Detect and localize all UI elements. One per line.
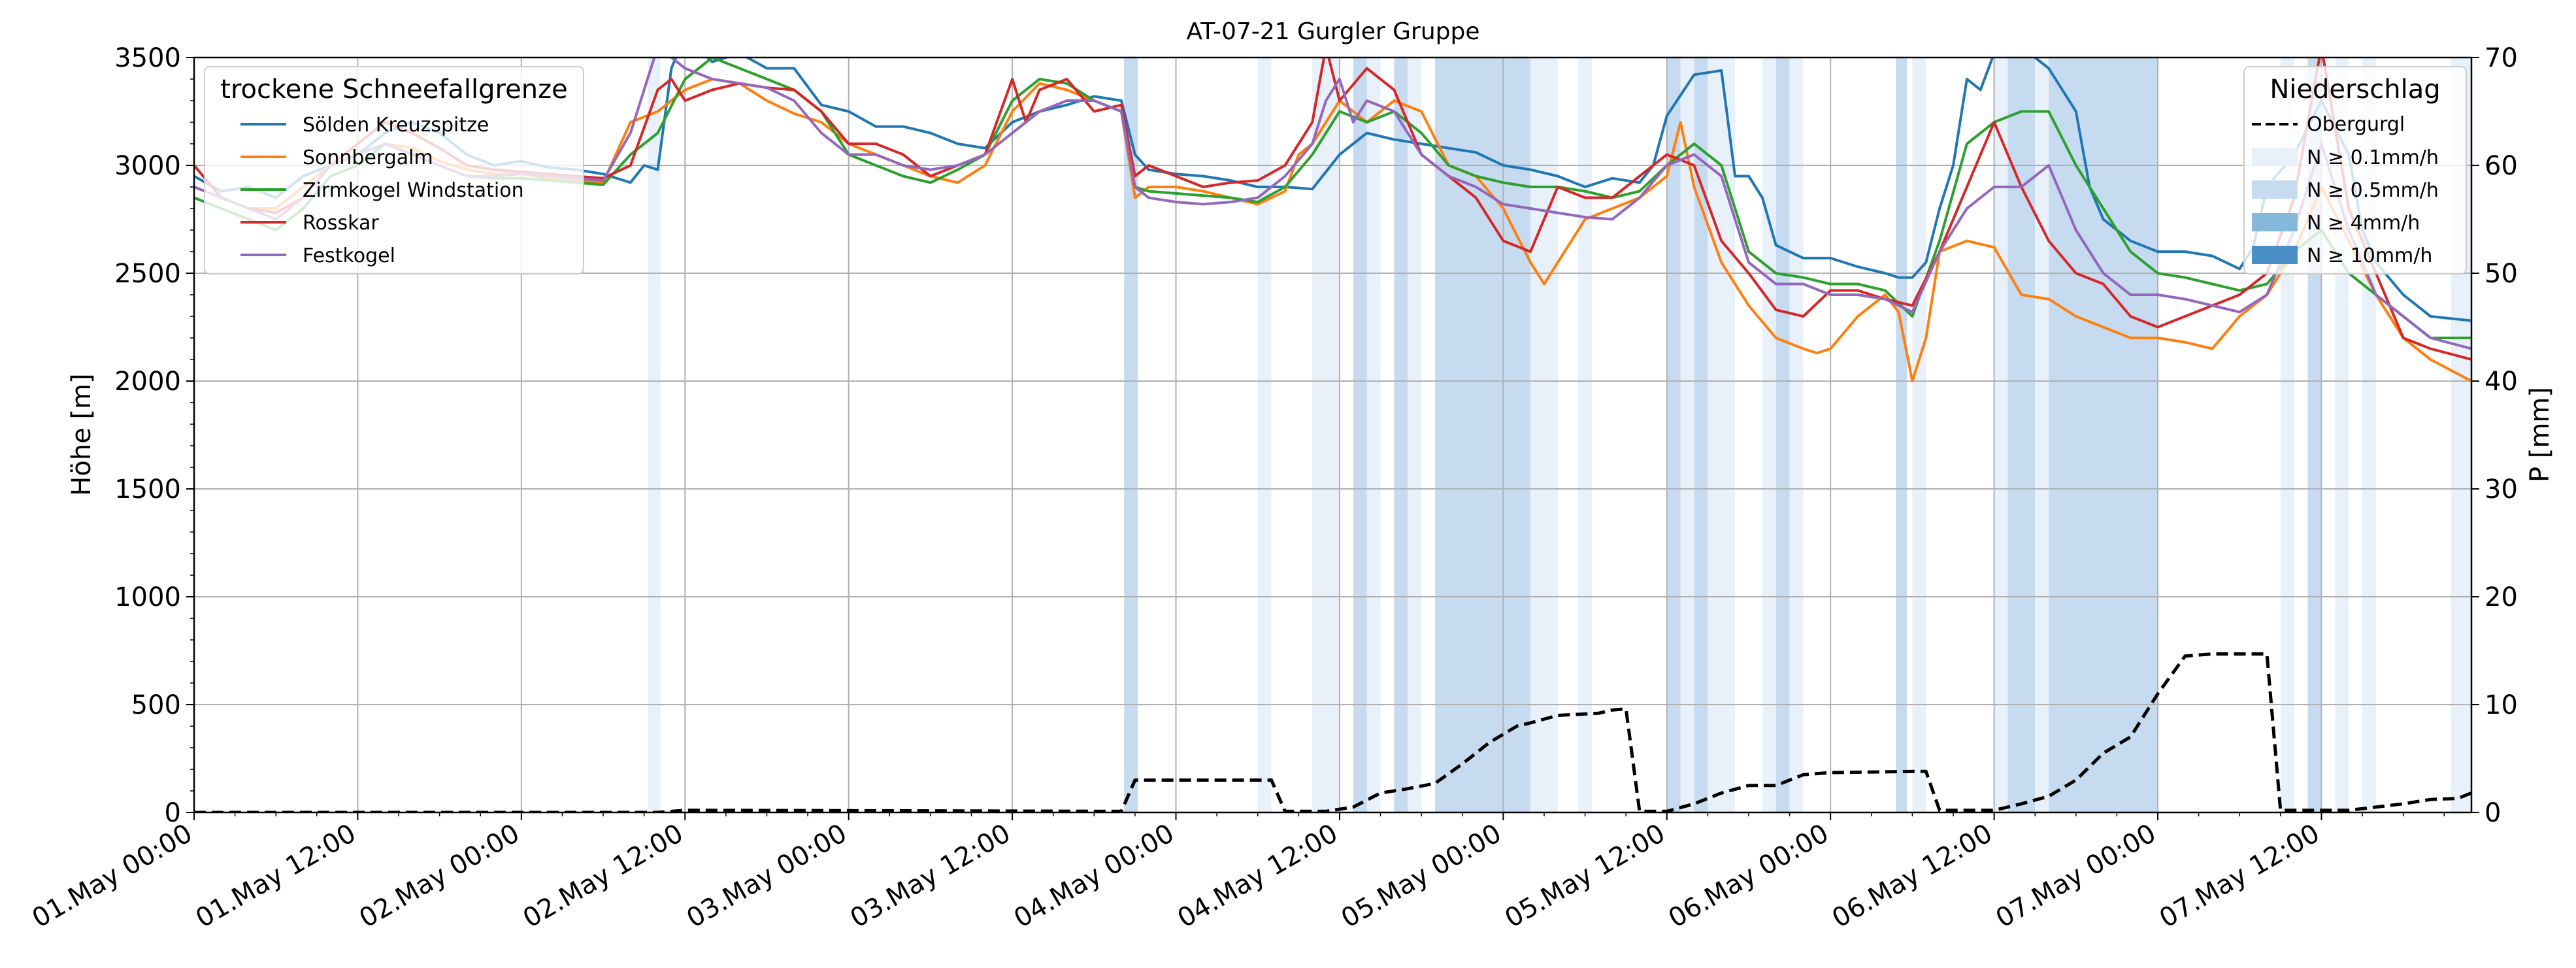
legend-left-box [204,66,584,275]
precip-band [1775,58,1790,812]
precip-band [1408,58,1422,812]
precip-band [1578,58,1592,812]
y2-tick-label: 70 [2485,43,2518,73]
series-line-3 [194,58,2471,361]
y2-tick-label: 10 [2485,690,2518,720]
series-line-0 [194,58,2471,322]
legend-label-0: Sölden Kreuzspitze [303,114,489,137]
legend-precip-line-label: Obergurgl [2307,113,2405,136]
precip-band [1789,58,1804,812]
y2-tick-label: 30 [2485,475,2518,505]
legend-right: Niederschlag Obergurgl N ≥ 0.1mm/hN ≥ 0.… [2243,66,2467,275]
precip-band [1708,58,1736,812]
y-tick-label: 1000 [114,582,181,612]
precip-line-obergurgl [194,652,2471,812]
legend-patch-2 [2252,213,2298,231]
y-tick-label: 2000 [114,367,181,397]
precip-band [1994,58,2008,812]
precip-band [2007,58,2036,812]
y2-tick-label: 0 [2485,798,2501,828]
legend-left-title: trockene Schneefallgrenze [220,75,567,105]
y2-axis-label: P [mm] [2525,387,2555,482]
y-axis-label: Höhe [m] [67,373,97,495]
legend-right-items: N ≥ 0.1mm/h N ≥ 0.5mm/h N ≥ 4mm/h N ≥ 10mm/… [2252,146,2439,267]
legend-label-1: Sonnbergalm [303,146,433,169]
legend-right-box [2243,66,2467,275]
precipitation-line-layer [194,652,2471,812]
precip-band [1366,58,1381,812]
precip-band [1530,58,1558,812]
precip-band [1680,58,1694,812]
legend-patch-1 [2252,180,2298,199]
y-tick-label: 500 [131,690,181,720]
precip-band [1257,58,1272,812]
y2-tick-label: 20 [2485,582,2518,612]
precip-band [1694,58,1708,812]
legend-patch-label-2: N ≥ 4mm/h [2307,212,2420,235]
plot-frame [193,56,2473,814]
legend-patch-label-1: N ≥ 0.5mm/h [2307,179,2439,202]
y-tick-label: 1500 [114,475,181,505]
legend-label-4: Festkogel [303,244,395,267]
legend-left-items: Sölden Kreuzspitze Sonnbergalm Zirmkogel W… [240,114,524,267]
precip-band [648,58,661,812]
legend-patch-3 [2252,246,2298,264]
y-tick-label: 2500 [114,259,181,289]
precip-band [1353,58,1367,812]
series-line-4 [194,58,2471,350]
legend-patch-0 [2252,148,2298,166]
legend-label-3: Rosskar [303,212,379,235]
y2-tick-label: 40 [2485,367,2518,397]
legend-label-2: Zirmkogel Windstation [303,179,524,202]
precip-band [1124,58,1138,812]
legend-patch-label-0: N ≥ 0.1mm/h [2307,146,2439,169]
precip-band [2049,58,2158,812]
legend-right-title: Niederschlag [2270,75,2440,105]
precipitation-bands [648,58,2471,812]
legend-left: trockene Schneefallgrenze Sölden Kreuzsp… [204,66,584,275]
precip-band [1489,58,1531,812]
y-tick-label: 0 [165,798,181,828]
precip-band [1394,58,1408,812]
precip-band [1762,58,1776,812]
y2-tick-label: 50 [2485,259,2518,289]
y-tick-label: 3000 [114,151,181,181]
precip-band [1912,58,1926,812]
y2-tick-label: 60 [2485,151,2518,181]
series-layer [194,58,2471,382]
legend-patch-label-3: N ≥ 10mm/h [2307,244,2432,267]
precip-band [1666,58,1681,812]
precip-band [2035,58,2049,812]
y-tick-label: 3500 [114,43,181,73]
chart-title: AT-07-21 Gurgler Gruppe [1186,18,1479,45]
precip-band [1896,58,1907,812]
